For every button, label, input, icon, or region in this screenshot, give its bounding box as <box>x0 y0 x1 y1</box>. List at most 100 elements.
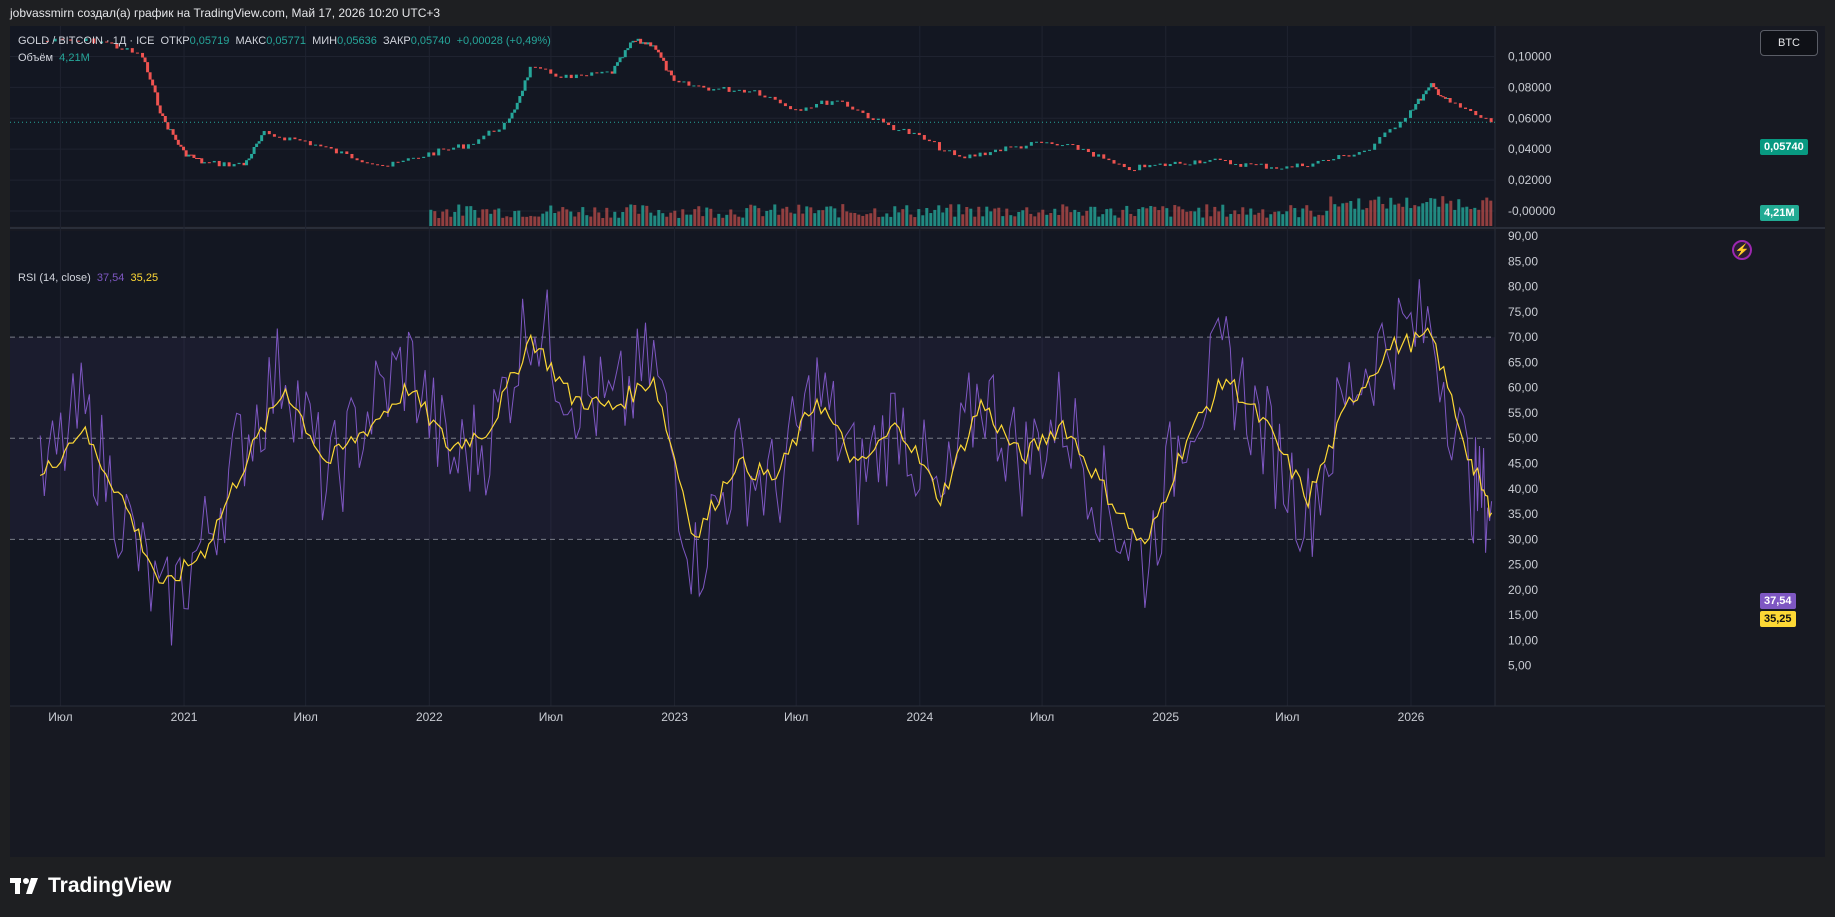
candle <box>92 38 96 44</box>
candle <box>452 147 456 150</box>
volume-bar <box>521 216 525 226</box>
candle <box>1489 118 1493 123</box>
candle <box>1409 110 1413 118</box>
volume-bar <box>993 208 997 226</box>
chart-area[interactable]: Июл 2021 Июл 2022 Июл 2023 Июл 2024 Июл 2025 Июл 20… <box>10 26 1825 857</box>
chart-svg[interactable]: Июл 2021 Июл 2022 Июл 2023 Июл 2024 Июл 2025 Июл 20… <box>10 26 1825 857</box>
volume-bar <box>745 208 749 226</box>
candle <box>840 100 844 102</box>
candle <box>1223 160 1227 162</box>
volume-bar <box>645 205 649 226</box>
candle <box>1178 161 1182 164</box>
volume-bar <box>1065 206 1069 226</box>
candle <box>585 75 589 77</box>
volume-bar <box>601 217 605 226</box>
candle <box>1071 144 1075 146</box>
candle <box>717 88 721 90</box>
volume-bar <box>677 217 681 226</box>
candle <box>417 157 421 159</box>
candle <box>437 148 441 156</box>
candle <box>189 154 193 156</box>
candle <box>988 152 992 156</box>
volume-bar <box>1209 216 1213 226</box>
volume-bar <box>1021 210 1025 226</box>
volume-bar <box>673 210 677 226</box>
candle <box>401 160 405 163</box>
lightning-icon[interactable]: ⚡ <box>1732 240 1752 260</box>
volume-bar <box>1193 211 1197 226</box>
volume-bar <box>1353 208 1357 226</box>
candle <box>1102 154 1106 159</box>
candle <box>590 72 594 76</box>
currency-button[interactable]: BTC <box>1760 30 1818 56</box>
candle <box>1416 98 1420 105</box>
candle <box>600 71 604 74</box>
candle <box>1383 132 1387 138</box>
candle <box>1168 164 1172 167</box>
volume-bar <box>1093 206 1097 226</box>
candle <box>84 38 88 42</box>
price-tick-label: -0,00000 <box>1508 204 1556 218</box>
candle <box>135 52 139 54</box>
volume-bar <box>613 211 617 226</box>
volume-bar <box>1061 204 1065 226</box>
volume-bar <box>1177 206 1181 226</box>
candle <box>692 85 696 87</box>
candle <box>257 141 261 144</box>
time-tick-label: Июл <box>539 710 563 724</box>
candle <box>100 41 104 44</box>
chart-attribution: jobvassmirn создал(а) график на TradingV… <box>10 6 441 20</box>
candle <box>1419 98 1423 101</box>
volume-bar <box>501 217 505 226</box>
candle <box>1424 90 1428 95</box>
candle <box>1244 163 1248 167</box>
volume-bar <box>585 215 589 226</box>
volume-bar <box>1261 209 1265 226</box>
volume-bar <box>1125 205 1129 226</box>
rsi-label[interactable]: RSI (14, close) <box>18 272 91 284</box>
candle <box>195 157 199 159</box>
price-tick-label: 0,10000 <box>1508 49 1552 63</box>
candle <box>329 146 333 149</box>
candle <box>820 100 824 105</box>
volume-bar <box>665 216 669 226</box>
candle <box>1280 168 1284 170</box>
candle <box>631 40 635 43</box>
volume-bar <box>481 209 485 226</box>
candle <box>659 52 663 58</box>
volume-bar <box>1361 209 1365 226</box>
volume-bar <box>685 214 689 226</box>
candle <box>628 42 632 49</box>
volume-bar <box>1117 217 1121 226</box>
volume-bar <box>777 214 781 226</box>
symbol-title[interactable]: GOLD / BITCOIN · 1Д · ICE <box>18 35 155 47</box>
volume-label[interactable]: Объём <box>18 52 54 64</box>
price-tick-label: 0,02000 <box>1508 173 1552 187</box>
candle <box>887 122 891 126</box>
time-tick-label: 2024 <box>906 710 933 724</box>
candle <box>623 50 627 58</box>
volume-bar <box>1105 209 1109 226</box>
candle <box>1458 103 1462 108</box>
brand-name[interactable]: TradingView <box>48 874 172 897</box>
candle <box>1342 155 1346 157</box>
candle <box>370 163 374 165</box>
volume-bar <box>849 212 853 226</box>
candle <box>442 148 446 150</box>
volume-bar <box>1417 206 1421 226</box>
candle <box>518 96 522 103</box>
candle <box>1081 148 1085 150</box>
volume-bar <box>1469 209 1473 226</box>
volume-bar <box>1101 214 1105 226</box>
candle <box>1484 117 1488 119</box>
volume-bar <box>593 207 597 226</box>
volume-bar <box>1297 217 1301 226</box>
candle <box>427 152 431 157</box>
candle <box>533 66 537 68</box>
candle <box>768 96 772 98</box>
volume-bar <box>605 207 609 226</box>
rsi-tick-label: 5,00 <box>1508 659 1532 673</box>
volume-bar <box>1473 207 1477 226</box>
candle <box>1092 152 1096 157</box>
volume-bar <box>1077 211 1081 226</box>
